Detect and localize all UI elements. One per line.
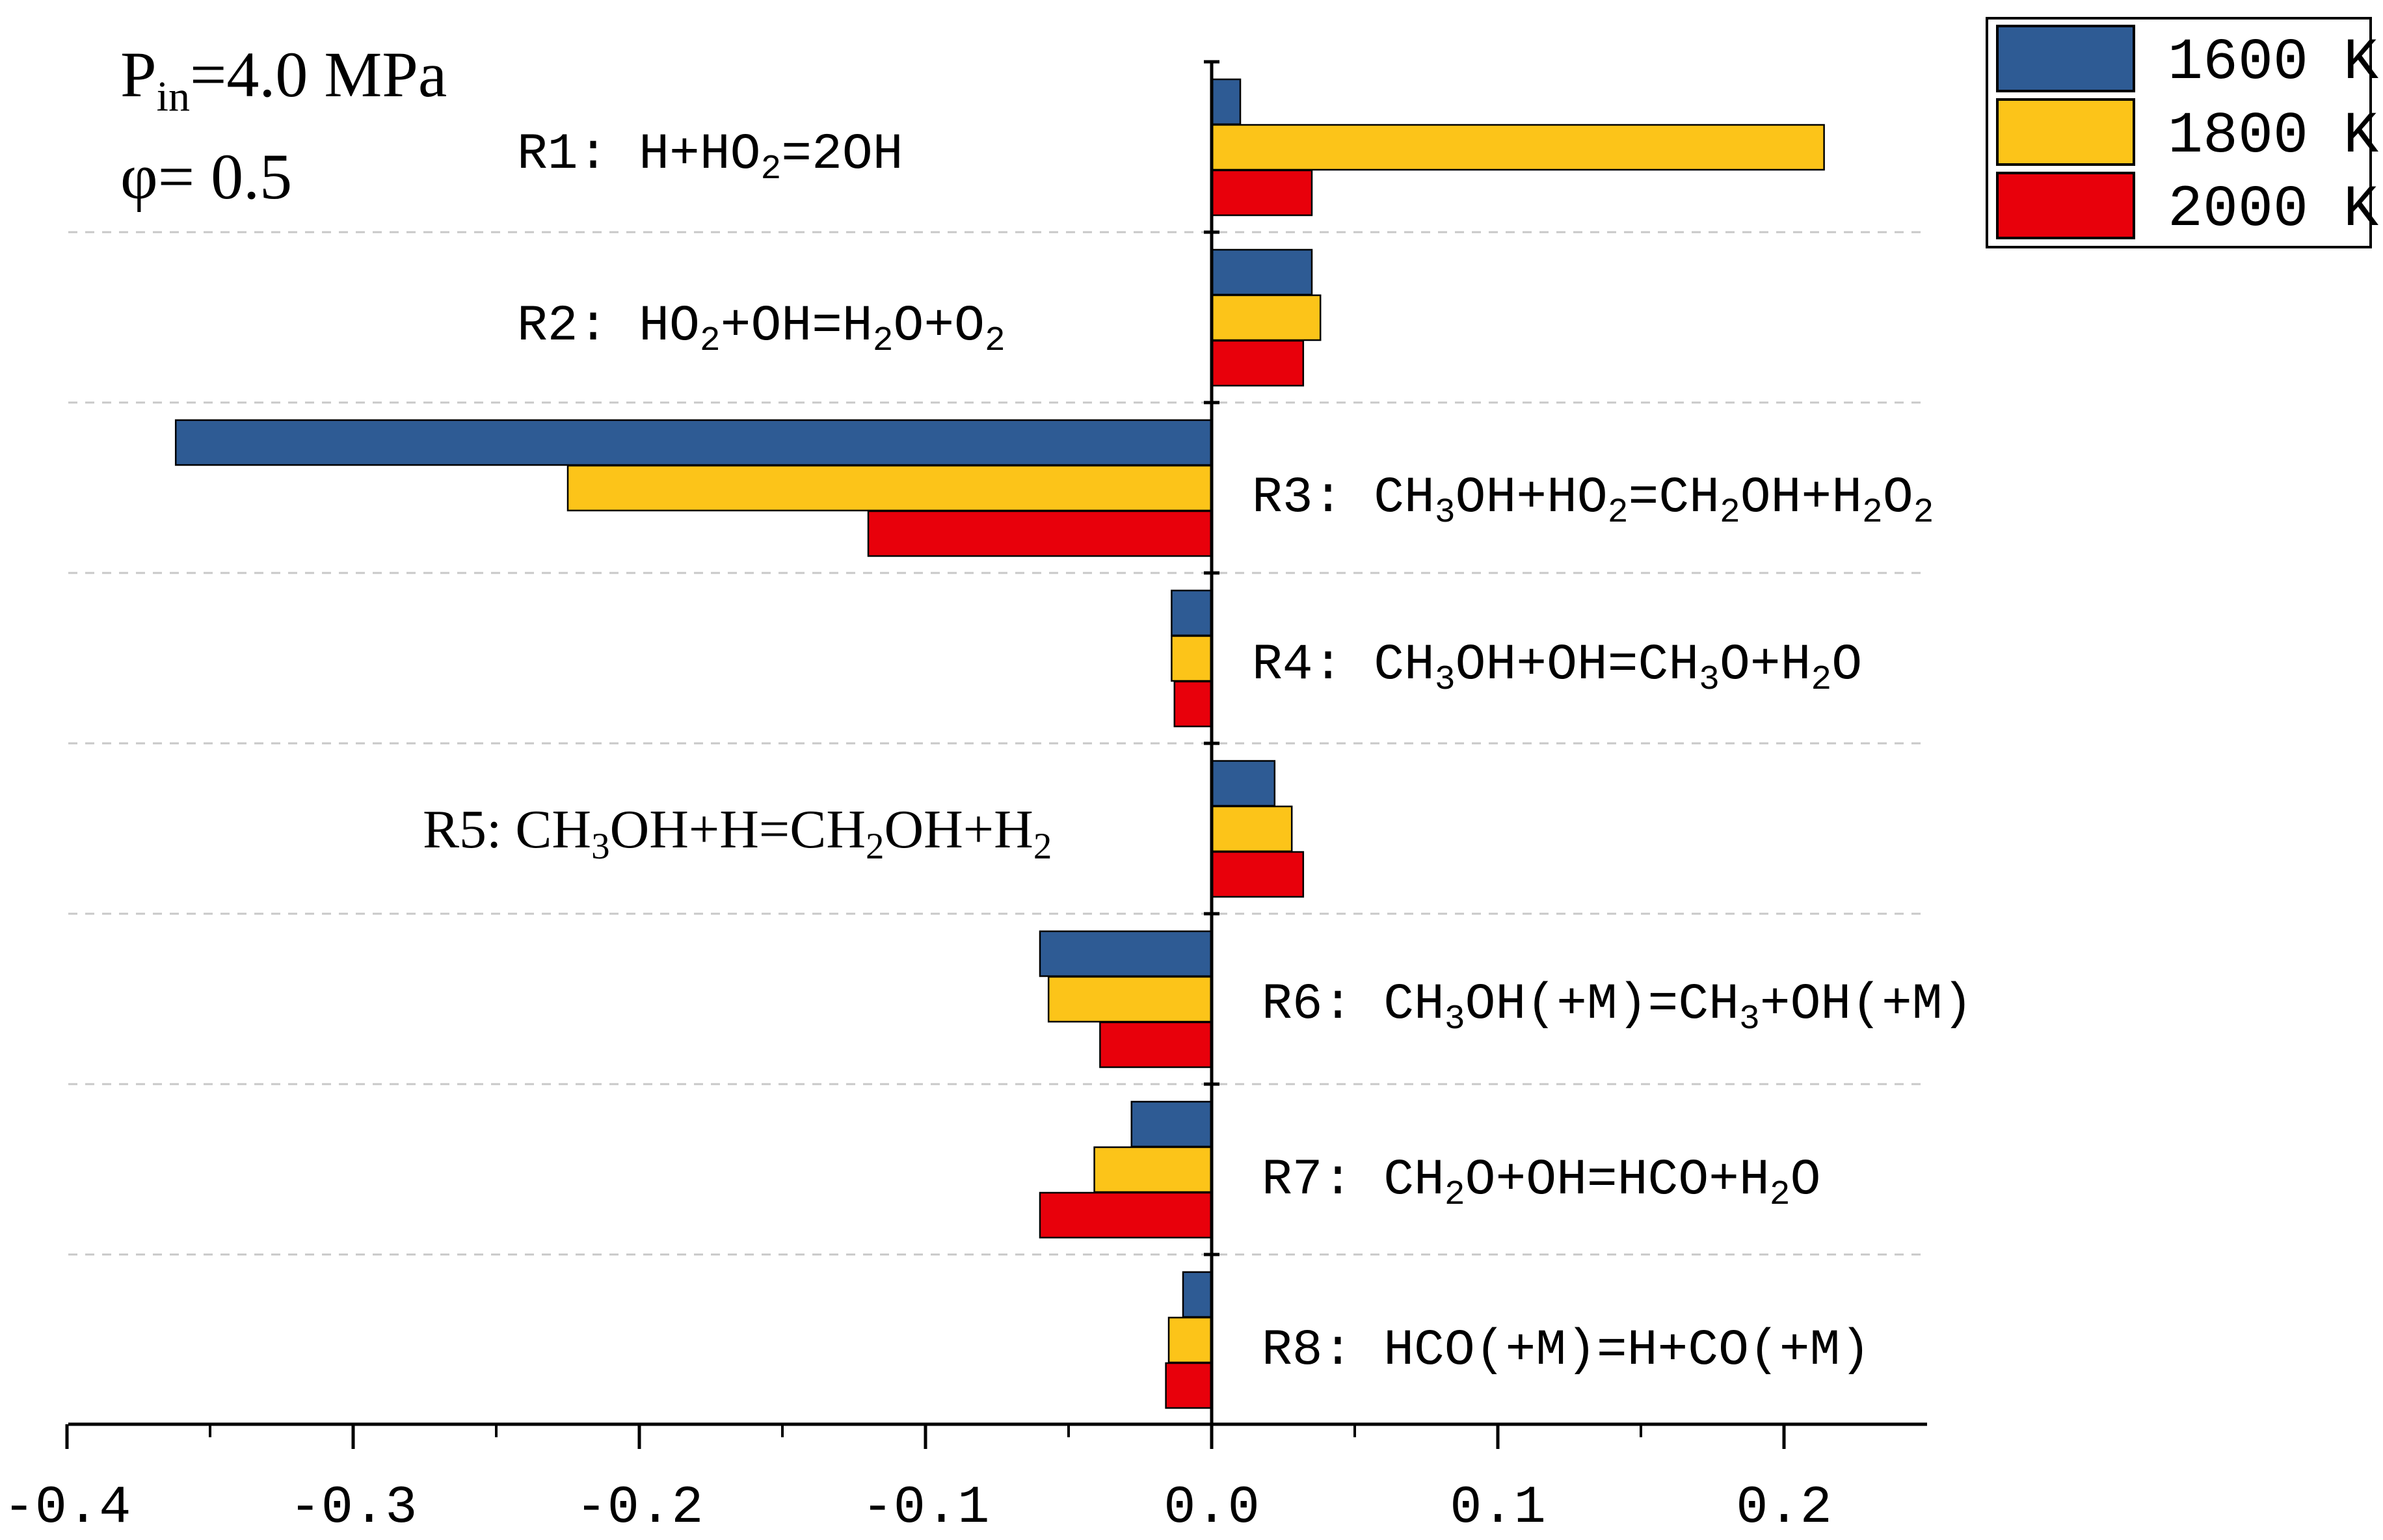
x-tick-label: -0.1 [862, 1478, 990, 1538]
x-tick-label: 0.2 [1736, 1478, 1832, 1538]
bar-r8-1600k [1182, 1271, 1213, 1318]
bar-r2-2000k [1210, 339, 1305, 387]
bar-r3-2000k [867, 510, 1213, 557]
bar-r8-1800k [1167, 1316, 1213, 1364]
bar-r7-2000k [1039, 1191, 1213, 1239]
bar-r7-1800k [1093, 1146, 1213, 1193]
bar-r4-1600k [1171, 589, 1213, 637]
pressure-annotation: Pin=4.0 MPa [120, 38, 447, 120]
x-tick-label: -0.3 [289, 1478, 418, 1538]
bar-r6-1600k [1039, 930, 1213, 977]
reaction-label-r4: R4: CH3OH+OH=CH3O+H2O [1252, 637, 1862, 699]
legend: 1600 K 1800 K 2000 K [1986, 17, 2378, 248]
bar-r6-2000k [1099, 1021, 1213, 1069]
reaction-label-r5: R5: CH3OH+H=CH2OH+H2 [423, 799, 1052, 867]
equivalence-ratio-annotation: φ= 0.5 [120, 140, 292, 213]
reaction-label-r8: R8: HCO(+M)=H+CO(+M) [1262, 1322, 1870, 1379]
bar-r5-2000k [1210, 851, 1305, 898]
legend-label-2000k: 2000 K [2168, 177, 2378, 243]
bar-r2-1600k [1210, 248, 1313, 296]
bar-r1-1800k [1210, 124, 1825, 171]
legend-swatch-1600k [1996, 25, 2135, 92]
reaction-label-r1: R1: H+HO2=2OH [517, 126, 903, 189]
bar-r1-2000k [1210, 169, 1313, 217]
bar-r2-1800k [1210, 294, 1322, 341]
bar-r8-2000k [1165, 1362, 1213, 1409]
reaction-label-r7: R7: CH2O+OH=HCO+H2O [1262, 1152, 1820, 1214]
bar-r3-1600k [174, 419, 1213, 466]
legend-swatch-2000k [1996, 172, 2135, 239]
bar-r5-1600k [1210, 760, 1276, 807]
bar-r4-2000k [1173, 680, 1213, 728]
x-tick-label: 0.0 [1164, 1478, 1260, 1538]
bar-r4-1800k [1171, 635, 1213, 682]
legend-label-1600k: 1600 K [2168, 30, 2378, 96]
legend-label-1800k: 1800 K [2168, 103, 2378, 170]
x-tick-label: -0.4 [3, 1478, 131, 1538]
reaction-label-r6: R6: CH3OH(+M)=CH3+OH(+M) [1262, 976, 1973, 1039]
bar-r1-1600k [1210, 78, 1242, 126]
reaction-label-r2: R2: HO2+OH=H2O+O2 [517, 298, 1005, 360]
bar-r3-1800k [566, 464, 1213, 512]
x-tick-label: 0.1 [1450, 1478, 1546, 1538]
bar-r7-1600k [1130, 1100, 1213, 1148]
reaction-label-r3: R3: CH3OH+HO2=CH2OH+H2O2 [1252, 470, 1934, 532]
x-axis-ticks: -0.4 -0.3 -0.2 -0.1 0.0 0.1 0.2 [3, 1424, 1832, 1538]
x-tick-label: -0.2 [576, 1478, 704, 1538]
bar-r6-1800k [1047, 976, 1213, 1023]
legend-swatch-1800k [1996, 98, 2135, 166]
bar-r5-1800k [1210, 805, 1293, 853]
